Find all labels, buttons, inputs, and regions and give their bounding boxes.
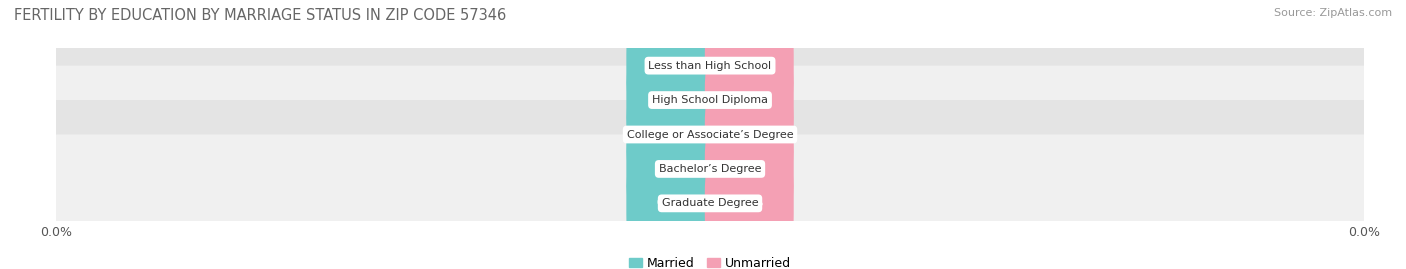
Text: Graduate Degree: Graduate Degree — [662, 198, 758, 208]
Text: Source: ZipAtlas.com: Source: ZipAtlas.com — [1274, 8, 1392, 18]
Text: 0.0%: 0.0% — [657, 95, 685, 105]
FancyBboxPatch shape — [626, 27, 716, 104]
FancyBboxPatch shape — [704, 165, 794, 242]
Legend: Married, Unmarried: Married, Unmarried — [624, 252, 796, 269]
Text: 0.0%: 0.0% — [735, 95, 763, 105]
Text: 0.0%: 0.0% — [657, 164, 685, 174]
Text: College or Associate’s Degree: College or Associate’s Degree — [627, 129, 793, 140]
FancyBboxPatch shape — [46, 100, 1374, 238]
FancyBboxPatch shape — [46, 66, 1374, 203]
FancyBboxPatch shape — [626, 131, 716, 207]
FancyBboxPatch shape — [626, 62, 716, 138]
Text: 0.0%: 0.0% — [735, 164, 763, 174]
FancyBboxPatch shape — [46, 134, 1374, 269]
FancyBboxPatch shape — [704, 62, 794, 138]
Text: High School Diploma: High School Diploma — [652, 95, 768, 105]
FancyBboxPatch shape — [626, 96, 716, 173]
Text: 0.0%: 0.0% — [735, 61, 763, 71]
Text: 0.0%: 0.0% — [735, 129, 763, 140]
FancyBboxPatch shape — [46, 31, 1374, 169]
FancyBboxPatch shape — [704, 96, 794, 173]
Text: 0.0%: 0.0% — [735, 198, 763, 208]
Text: 0.0%: 0.0% — [657, 198, 685, 208]
Text: Bachelor’s Degree: Bachelor’s Degree — [659, 164, 761, 174]
FancyBboxPatch shape — [626, 165, 716, 242]
Text: FERTILITY BY EDUCATION BY MARRIAGE STATUS IN ZIP CODE 57346: FERTILITY BY EDUCATION BY MARRIAGE STATU… — [14, 8, 506, 23]
FancyBboxPatch shape — [46, 0, 1374, 134]
FancyBboxPatch shape — [704, 131, 794, 207]
Text: 0.0%: 0.0% — [657, 61, 685, 71]
Text: Less than High School: Less than High School — [648, 61, 772, 71]
FancyBboxPatch shape — [704, 27, 794, 104]
Text: 0.0%: 0.0% — [657, 129, 685, 140]
